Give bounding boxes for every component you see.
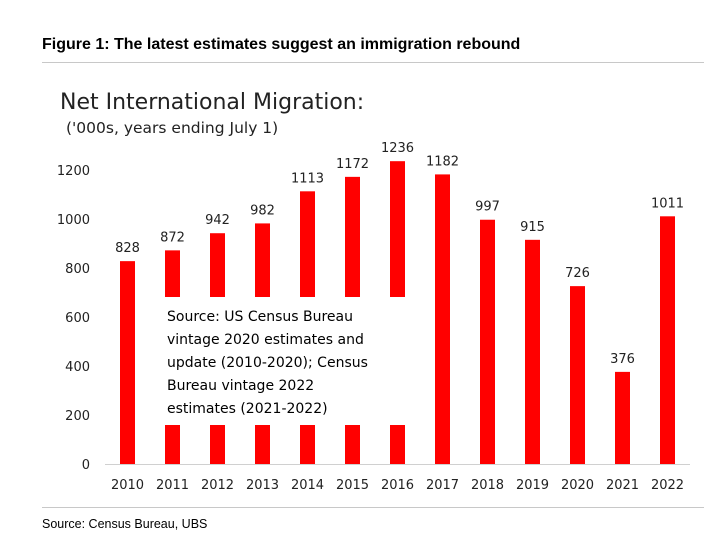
x-tick-label: 2018 — [471, 478, 504, 493]
x-tick-label: 2014 — [291, 478, 324, 493]
data-labels: 828 872 942 982 1113 1172 1236 1182 997 915 726 376… — [115, 141, 684, 367]
y-tick-label: 400 — [65, 360, 90, 375]
data-label-2016: 1236 — [381, 141, 414, 156]
data-label-2022: 1011 — [651, 196, 684, 211]
x-tick-label: 2013 — [246, 478, 279, 493]
x-tick-label: 2020 — [561, 478, 594, 493]
x-tick-label: 2021 — [606, 478, 639, 493]
x-tick-label: 2010 — [111, 478, 144, 493]
top-divider — [42, 62, 704, 63]
data-label-2021: 376 — [610, 352, 635, 367]
x-axis: 2010 2011 2012 2013 2014 2015 2016 2017 2018 2019… — [105, 464, 690, 493]
annotation-line: estimates (2021-2022) — [167, 401, 328, 417]
y-tick-label: 0 — [82, 458, 90, 473]
annotation-background — [160, 297, 408, 425]
bar-2022 — [660, 216, 675, 464]
annotation-line: Bureau vintage 2022 — [167, 378, 314, 394]
y-tick-label: 600 — [65, 311, 90, 326]
chart-subtitle: ('000s, years ending July 1) — [66, 119, 278, 137]
bar-2017 — [435, 174, 450, 464]
bar-2019 — [525, 239, 540, 464]
data-label-2018: 997 — [475, 200, 500, 215]
data-label-2019: 915 — [520, 220, 545, 235]
bar-2018 — [480, 219, 495, 464]
x-tick-label: 2015 — [336, 478, 369, 493]
bar-2021 — [615, 371, 630, 464]
footer-source: Source: Census Bureau, UBS — [42, 517, 208, 531]
x-tick-label: 2022 — [651, 478, 684, 493]
data-label-2020: 726 — [565, 266, 590, 281]
x-tick-label: 2019 — [516, 478, 549, 493]
y-tick-label: 800 — [65, 262, 90, 277]
x-tick-label: 2016 — [381, 478, 414, 493]
bottom-divider — [42, 507, 704, 508]
figure-title: Figure 1: The latest estimates suggest a… — [42, 36, 521, 53]
data-label-2011: 872 — [160, 230, 185, 245]
y-tick-label: 200 — [65, 409, 90, 424]
chart-title: Net International Migration: — [60, 90, 364, 115]
annotation-box: Source: US Census Bureau vintage 2020 est… — [160, 297, 408, 425]
data-label-2014: 1113 — [291, 171, 324, 186]
data-label-2010: 828 — [115, 241, 140, 256]
data-label-2015: 1172 — [336, 157, 369, 172]
data-label-2012: 942 — [205, 213, 230, 228]
y-tick-label: 1000 — [57, 213, 90, 228]
annotation-line: vintage 2020 estimates and — [167, 332, 364, 348]
bar-2020 — [570, 286, 585, 464]
bar-2010 — [120, 261, 135, 464]
data-label-2013: 982 — [250, 203, 275, 218]
x-tick-label: 2017 — [426, 478, 459, 493]
annotation-line: Source: US Census Bureau — [167, 309, 353, 325]
data-label-2017: 1182 — [426, 154, 459, 169]
y-tick-label: 1200 — [57, 164, 90, 179]
annotation-line: update (2010-2020); Census — [167, 355, 368, 371]
x-tick-label: 2011 — [156, 478, 189, 493]
x-tick-label: 2012 — [201, 478, 234, 493]
y-axis: 0 200 400 600 800 1000 1200 — [57, 164, 90, 473]
